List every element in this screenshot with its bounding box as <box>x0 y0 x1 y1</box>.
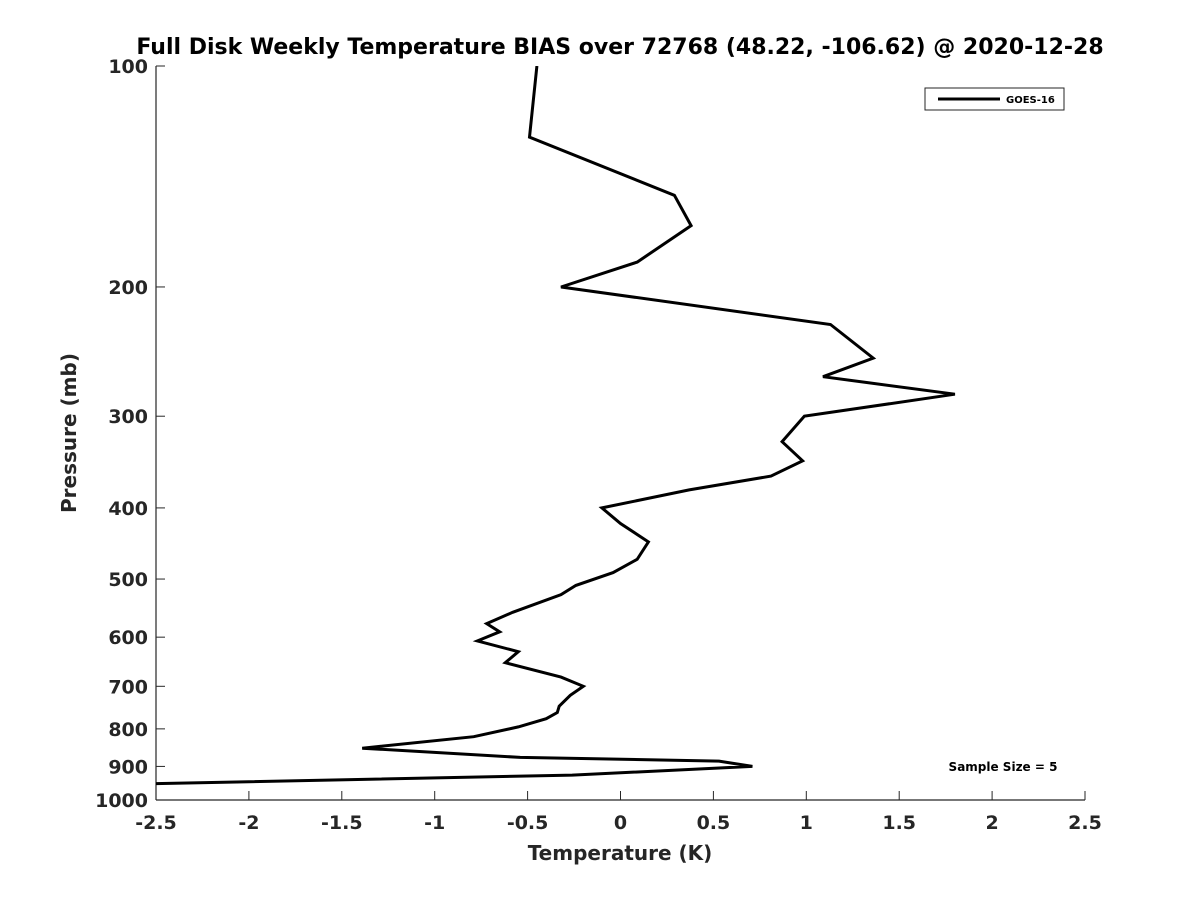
series-line-goes-16 <box>156 66 956 786</box>
y-tick-label: 500 <box>108 569 148 591</box>
legend: GOES-16 <box>924 87 1065 111</box>
y-tick-label: 900 <box>108 756 148 778</box>
x-tick-label: -2.5 <box>135 812 177 834</box>
x-axis-label: Temperature (K) <box>528 841 713 865</box>
x-tick-label: -2 <box>238 812 259 834</box>
y-tick-label: 300 <box>108 406 148 428</box>
y-tick-label: 700 <box>108 676 148 698</box>
chart-title: Full Disk Weekly Temperature BIAS over 7… <box>136 35 1103 60</box>
legend-label: GOES-16 <box>1006 95 1055 106</box>
y-tick-label: 400 <box>108 498 148 520</box>
y-tick-label: 800 <box>108 719 148 741</box>
x-tick-label: 1 <box>800 812 813 834</box>
x-tick-label: -0.5 <box>507 812 549 834</box>
y-ticks: 100 200 300 400 500 600 700 800 900 1000 <box>95 56 165 812</box>
y-tick-label: 200 <box>108 277 148 299</box>
x-tick-label: -1 <box>424 812 445 834</box>
x-tick-label: 2 <box>985 812 998 834</box>
sample-size-note: Sample Size = 5 <box>949 760 1058 774</box>
y-tick-label: 1000 <box>95 790 148 812</box>
x-ticks: -2.5 -2 -1.5 -1 -0.5 0 0.5 1 1.5 2 2.5 <box>135 791 1102 834</box>
plot-area <box>155 66 1085 801</box>
x-tick-label: 0.5 <box>697 812 731 834</box>
x-tick-label: 2.5 <box>1068 812 1102 834</box>
x-tick-label: 0 <box>614 812 627 834</box>
x-tick-label: -1.5 <box>321 812 363 834</box>
y-tick-label: 600 <box>108 627 148 649</box>
y-axis-label: Pressure (mb) <box>57 353 81 513</box>
x-tick-label: 1.5 <box>882 812 916 834</box>
series-group <box>156 66 956 786</box>
y-tick-label: 100 <box>108 56 148 78</box>
